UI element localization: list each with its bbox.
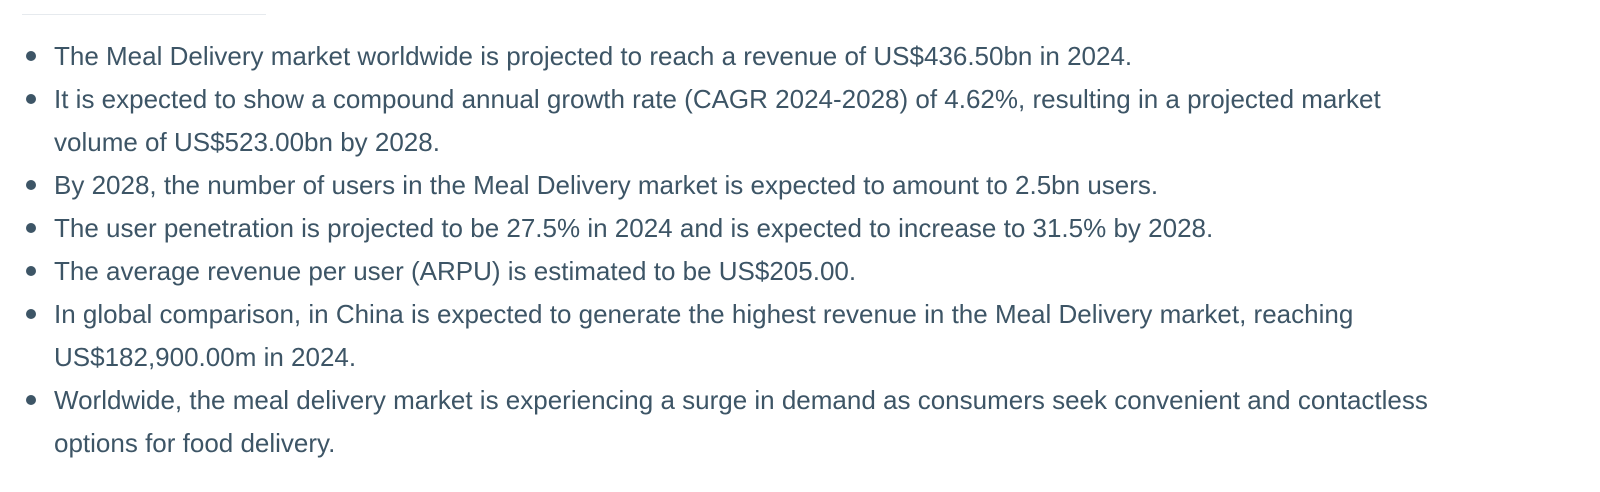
list-item: The average revenue per user (ARPU) is e… [0, 250, 1600, 293]
list-item-text-continued: options for food delivery. [54, 428, 336, 458]
list-item-text: The Meal Delivery market worldwide is pr… [54, 41, 1133, 71]
list-item: In global comparison, in China is expect… [0, 293, 1600, 379]
list-item-text: The average revenue per user (ARPU) is e… [54, 256, 857, 286]
bullet-icon [26, 51, 36, 61]
list-item: The Meal Delivery market worldwide is pr… [0, 35, 1600, 78]
market-highlights-list: The Meal Delivery market worldwide is pr… [0, 35, 1600, 465]
bullet-icon [26, 309, 36, 319]
list-item-text: Worldwide, the meal delivery market is e… [54, 385, 1428, 415]
list-item: It is expected to show a compound annual… [0, 78, 1600, 164]
bullet-icon [26, 395, 36, 405]
list-item-text: It is expected to show a compound annual… [54, 84, 1381, 114]
bullet-icon [26, 94, 36, 104]
top-divider [22, 14, 266, 15]
bullet-icon [26, 266, 36, 276]
list-item-text-continued: US$182,900.00m in 2024. [54, 342, 357, 372]
bullet-icon [26, 180, 36, 190]
list-item: By 2028, the number of users in the Meal… [0, 164, 1600, 207]
bullet-icon [26, 223, 36, 233]
list-item-text: In global comparison, in China is expect… [54, 299, 1354, 329]
list-item-text-continued: volume of US$523.00bn by 2028. [54, 127, 440, 157]
list-item: Worldwide, the meal delivery market is e… [0, 379, 1600, 465]
list-item-text: The user penetration is projected to be … [54, 213, 1214, 243]
list-item-text: By 2028, the number of users in the Meal… [54, 170, 1159, 200]
list-item: The user penetration is projected to be … [0, 207, 1600, 250]
